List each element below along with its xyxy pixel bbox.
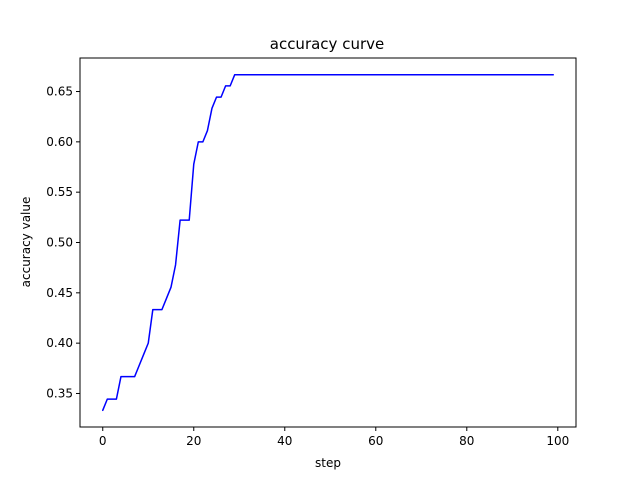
x-tick-label: 40 [277,434,292,448]
x-tick-label: 80 [459,434,474,448]
plot-area: 0 20 40 60 80 100 0.35 0.40 0.45 0.50 0.55 0.60 0.6… [46,57,577,448]
x-tick-label: 20 [186,434,201,448]
y-tick-label: 0.60 [46,135,73,149]
x-axis-ticks: 0 20 40 60 80 100 [99,427,569,448]
y-tick-label: 0.35 [46,386,73,400]
y-tick-label: 0.45 [46,286,73,300]
y-tick-label: 0.50 [46,236,73,250]
y-tick-label: 0.40 [46,336,73,350]
axes-frame [79,57,577,428]
accuracy-series-line [102,73,554,412]
x-axis-label: step [315,456,341,470]
y-axis-label: accuracy value [19,197,33,288]
y-tick-label: 0.65 [46,85,73,99]
y-axis-ticks: 0.35 0.40 0.45 0.50 0.55 0.60 0.65 [46,85,80,400]
y-tick-label: 0.55 [46,185,73,199]
chart-title: accuracy curve [270,35,384,53]
x-tick-label: 0 [99,434,107,448]
x-tick-label: 60 [368,434,383,448]
x-tick-label: 100 [546,434,569,448]
